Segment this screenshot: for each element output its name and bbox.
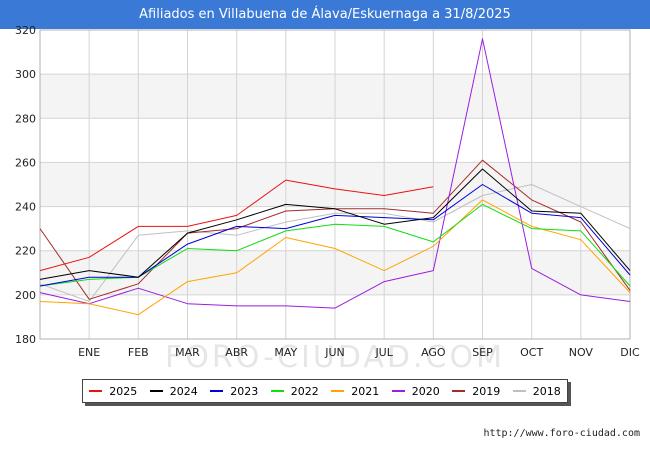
series-line-2024 bbox=[39, 168, 631, 280]
y-tick-label: 180 bbox=[15, 333, 36, 346]
x-tick-label: ABR bbox=[225, 346, 248, 359]
x-tick-label: OCT bbox=[520, 346, 543, 359]
legend-label: 2018 bbox=[532, 384, 561, 398]
x-tick-label: ENE bbox=[78, 346, 100, 359]
legend-swatch bbox=[331, 390, 345, 392]
legend-item-2024: 2024 bbox=[149, 384, 198, 398]
legend: 2025 2024 2023 2022 2021 2020 2019 2018 bbox=[82, 379, 568, 403]
y-tick-label: 320 bbox=[15, 24, 36, 37]
line-chart: FORO-CIUDAD.COM 180 200 220 240 260 280 300 320… bbox=[15, 24, 640, 375]
legend-label: 2022 bbox=[290, 384, 319, 398]
legend-label: 2023 bbox=[230, 384, 259, 398]
x-tick-label: MAR bbox=[175, 346, 200, 359]
x-tick-label: FEB bbox=[128, 346, 149, 359]
plot-border bbox=[39, 29, 631, 340]
y-tick-label: 200 bbox=[15, 289, 36, 302]
x-tick-label: MAY bbox=[274, 346, 297, 359]
x-tick-label: JUL bbox=[374, 346, 393, 359]
legend-item-2020: 2020 bbox=[391, 384, 440, 398]
grid-lines bbox=[39, 29, 631, 340]
legend-label: 2021 bbox=[351, 384, 380, 398]
series-line-2021 bbox=[39, 199, 631, 316]
x-tick-label: NOV bbox=[569, 346, 594, 359]
watermark: FORO-CIUDAD.COM bbox=[165, 340, 505, 375]
x-tick-label: SEP bbox=[472, 346, 493, 359]
legend-swatch bbox=[512, 390, 526, 392]
legend-label: 2019 bbox=[472, 384, 501, 398]
legend-item-2022: 2022 bbox=[270, 384, 319, 398]
x-tick-label: DIC bbox=[620, 346, 640, 359]
legend-swatch bbox=[270, 390, 284, 392]
legend-swatch bbox=[89, 390, 103, 392]
legend-swatch bbox=[149, 390, 163, 392]
series-line-2018 bbox=[39, 184, 631, 302]
series-lines bbox=[39, 38, 631, 316]
legend-label: 2020 bbox=[411, 384, 440, 398]
y-axis: 180 200 220 240 260 280 300 320 bbox=[15, 24, 36, 346]
series-line-2020 bbox=[39, 38, 631, 309]
y-tick-label: 260 bbox=[15, 156, 36, 169]
legend-item-2018: 2018 bbox=[512, 384, 561, 398]
y-tick-label: 240 bbox=[15, 201, 36, 214]
y-tick-label: 220 bbox=[15, 245, 36, 258]
x-axis: ENE FEB MAR ABR MAY JUN JUL AGO SEP OCT NOV DIC bbox=[78, 346, 640, 359]
x-tick-label: JUN bbox=[324, 346, 345, 359]
legend-label: 2024 bbox=[169, 384, 198, 398]
source-url[interactable]: http://www.foro-ciudad.com bbox=[483, 428, 640, 439]
legend-swatch bbox=[210, 390, 224, 392]
series-line-2025 bbox=[39, 179, 434, 272]
x-tick-label: AGO bbox=[421, 346, 446, 359]
legend-swatch bbox=[391, 390, 405, 392]
legend-item-2019: 2019 bbox=[452, 385, 500, 398]
legend-label: 2025 bbox=[109, 384, 138, 398]
y-tick-label: 280 bbox=[15, 112, 36, 125]
legend-item-2021: 2021 bbox=[331, 385, 379, 398]
legend-item-2025: 2025 bbox=[89, 385, 137, 398]
y-tick-label: 300 bbox=[15, 68, 36, 81]
legend-item-2023: 2023 bbox=[210, 385, 258, 398]
chart-title: Afiliados en Villabuena de Álava/Eskuern… bbox=[0, 0, 650, 29]
legend-swatch bbox=[452, 390, 466, 392]
